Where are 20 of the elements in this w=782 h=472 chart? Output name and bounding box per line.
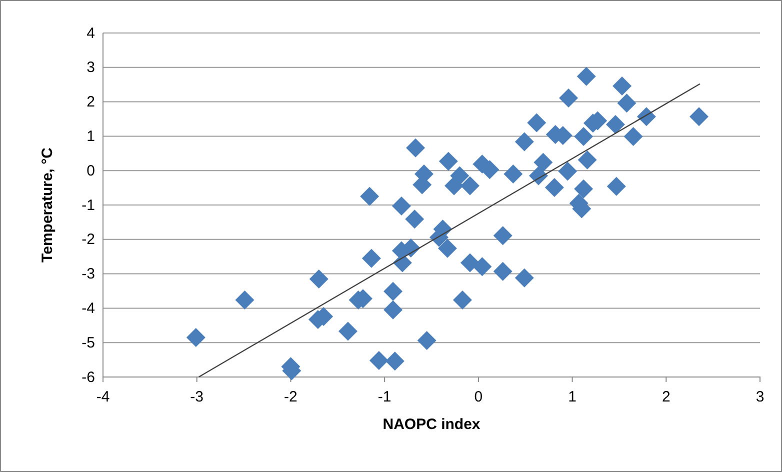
y-tick-label: -4 (82, 300, 95, 317)
y-tick-label: -1 (82, 196, 95, 214)
x-tick-label: -2 (284, 388, 298, 406)
y-tick-label: -6 (82, 368, 95, 386)
x-tick-label: -1 (378, 388, 392, 406)
x-tick-label: 1 (568, 388, 576, 406)
y-tick-label: -3 (82, 266, 95, 283)
y-tick-label: -2 (82, 231, 95, 248)
x-tick-label: -3 (190, 388, 204, 406)
x-axis-title: NAOPC index (382, 416, 481, 433)
y-tick-label: -5 (82, 334, 95, 352)
x-tick-label: 0 (474, 388, 483, 406)
x-tick-label: 2 (662, 388, 670, 406)
y-tick-label: 3 (86, 59, 95, 76)
y-tick-label: 2 (86, 94, 95, 111)
y-tick-label: 4 (86, 24, 95, 42)
y-tick-label: 1 (86, 128, 95, 145)
x-tick-label: 3 (756, 388, 764, 406)
y-axis-title: Temperature, °C (39, 147, 56, 262)
y-tick-label: 0 (86, 162, 95, 180)
